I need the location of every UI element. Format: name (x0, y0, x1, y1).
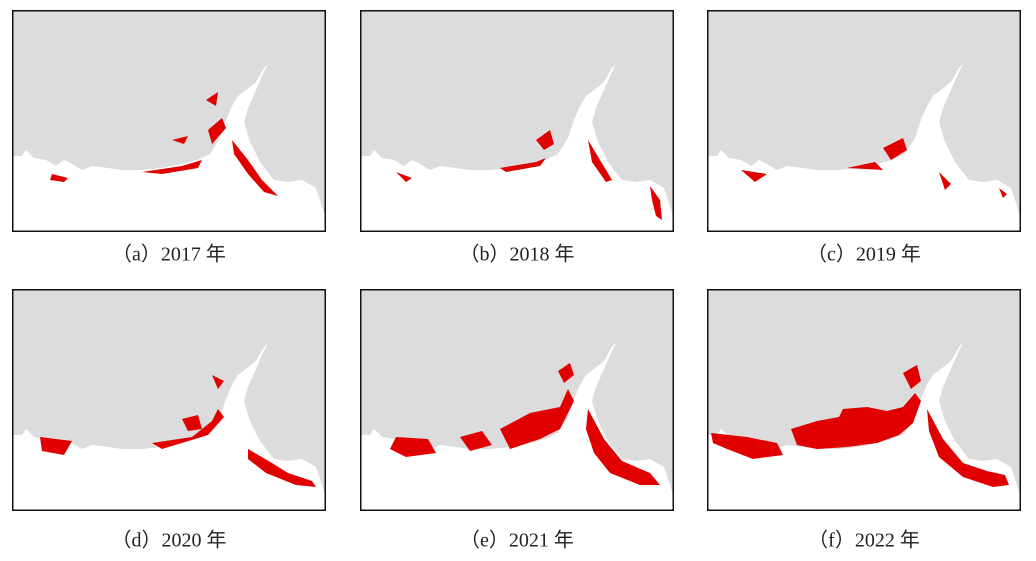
red-area (172, 136, 188, 144)
map-panel (707, 289, 1021, 511)
red-area (152, 409, 224, 449)
map-panel (360, 289, 674, 511)
panel-border (707, 289, 1021, 511)
red-area (586, 409, 660, 485)
caption: （e）2021 年 (460, 529, 574, 552)
red-area (939, 172, 951, 190)
panel-border (360, 289, 674, 511)
map-panel (707, 10, 1021, 232)
red-area (847, 162, 883, 170)
red-area (588, 140, 612, 182)
red-area (182, 415, 202, 431)
red-area (903, 365, 921, 389)
caption: （d）2020 年 (112, 529, 227, 552)
red-area (460, 431, 492, 451)
red-area (999, 188, 1007, 198)
panel-border (12, 10, 326, 232)
map-panel (12, 10, 326, 232)
red-area (500, 158, 546, 172)
red-area (536, 130, 554, 150)
red-area (212, 375, 224, 389)
red-area (500, 389, 574, 449)
panel-border (707, 10, 1021, 232)
red-area (248, 449, 316, 487)
red-area (206, 92, 218, 106)
red-area (390, 437, 436, 457)
land (707, 343, 1021, 511)
red-area (711, 433, 783, 459)
panel-border (12, 289, 326, 511)
panel-border (360, 10, 674, 232)
red-area (396, 172, 412, 182)
red-area (208, 118, 226, 144)
red-area (791, 393, 921, 449)
caption: （c）2019 年 (807, 243, 921, 266)
land (12, 343, 326, 511)
land (707, 64, 1021, 232)
land (360, 64, 674, 232)
red-area (50, 174, 68, 182)
red-area (40, 437, 72, 455)
land (12, 64, 326, 232)
land (360, 343, 674, 511)
caption: （f）2022 年 (808, 529, 920, 552)
red-area (927, 409, 1009, 487)
caption: （b）2018 年 (460, 243, 575, 266)
caption: （a）2017 年 (112, 243, 226, 266)
red-area (142, 160, 202, 174)
map-panel (360, 10, 674, 232)
red-area (558, 363, 574, 383)
red-area (650, 186, 662, 220)
map-panel (12, 289, 326, 511)
red-area (883, 138, 907, 160)
red-area (741, 170, 767, 182)
